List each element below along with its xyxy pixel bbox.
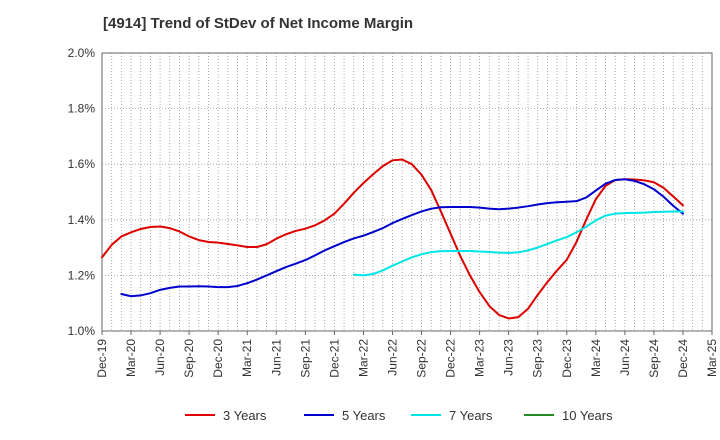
x-tick-label: Mar-24 <box>589 339 603 377</box>
x-tick-label: Dec-21 <box>327 339 341 378</box>
x-tick-label: Jun-22 <box>385 339 399 376</box>
x-tick-label: Jun-23 <box>502 339 516 376</box>
x-tick-label: Dec-19 <box>95 339 109 378</box>
x-tick-label: Sep-22 <box>415 339 429 378</box>
y-tick-label: 1.2% <box>68 268 96 282</box>
legend-label: 7 Years <box>449 408 493 423</box>
x-tick-label: Mar-20 <box>124 339 138 377</box>
x-tick-label: Mar-23 <box>473 339 487 377</box>
x-tick-label: Mar-22 <box>356 339 370 377</box>
y-tick-label: 1.0% <box>68 324 96 338</box>
x-tick-label: Dec-23 <box>560 339 574 378</box>
x-tick-label: Dec-20 <box>211 339 225 378</box>
x-tick-label: Jun-21 <box>269 339 283 376</box>
x-tick-label: Mar-21 <box>240 339 254 377</box>
legend-label: 10 Years <box>562 408 613 423</box>
x-tick-label: Sep-24 <box>647 339 661 378</box>
x-tick-label: Dec-22 <box>444 339 458 378</box>
x-tick-label: Jun-20 <box>153 339 167 376</box>
y-tick-label: 1.4% <box>68 213 96 227</box>
x-tick-label: Jun-24 <box>618 339 632 376</box>
y-tick-label: 1.6% <box>68 157 96 171</box>
chart-title: [4914] Trend of StDev of Net Income Marg… <box>103 15 414 32</box>
x-tick-label: Sep-23 <box>531 339 545 378</box>
x-tick-label: Sep-20 <box>182 339 196 378</box>
series-line-3-years <box>101 158 684 320</box>
x-tick-label: Sep-21 <box>298 339 312 378</box>
x-tick-label: Mar-25 <box>705 339 719 377</box>
legend-label: 3 Years <box>223 408 267 423</box>
legend-label: 5 Years <box>342 408 386 423</box>
plot-area <box>102 53 712 331</box>
y-tick-label: 2.0% <box>68 46 96 60</box>
y-tick-label: 1.8% <box>68 102 96 116</box>
plot-border <box>101 52 713 332</box>
series-line-5-years <box>120 178 684 298</box>
series-line-7-years <box>352 210 684 277</box>
x-tick-label: Dec-24 <box>676 339 690 378</box>
